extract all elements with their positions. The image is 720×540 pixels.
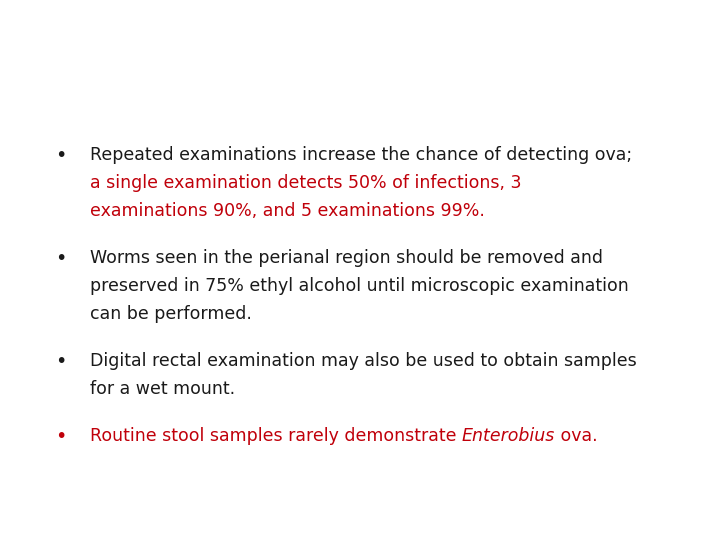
Text: can be performed.: can be performed. [90,305,252,323]
Text: •: • [55,352,67,371]
Text: •: • [55,146,67,165]
Text: a single examination detects 50% of infections, 3: a single examination detects 50% of infe… [90,174,521,192]
Text: examinations 90%, and 5 examinations 99%.: examinations 90%, and 5 examinations 99%… [90,202,485,220]
Text: Digital rectal examination may also be used to obtain samples: Digital rectal examination may also be u… [90,352,636,370]
Text: •: • [55,249,67,268]
Text: ova.: ova. [555,427,598,445]
Text: Enterobius: Enterobius [462,427,555,445]
Text: Worms seen in the perianal region should be removed and: Worms seen in the perianal region should… [90,249,603,267]
Text: preserved in 75% ethyl alcohol until microscopic examination: preserved in 75% ethyl alcohol until mic… [90,277,629,295]
Text: Repeated examinations increase the chance of detecting ova;: Repeated examinations increase the chanc… [90,146,632,164]
Text: •: • [55,427,67,446]
Text: for a wet mount.: for a wet mount. [90,380,235,398]
Text: Routine stool samples rarely demonstrate: Routine stool samples rarely demonstrate [90,427,462,445]
